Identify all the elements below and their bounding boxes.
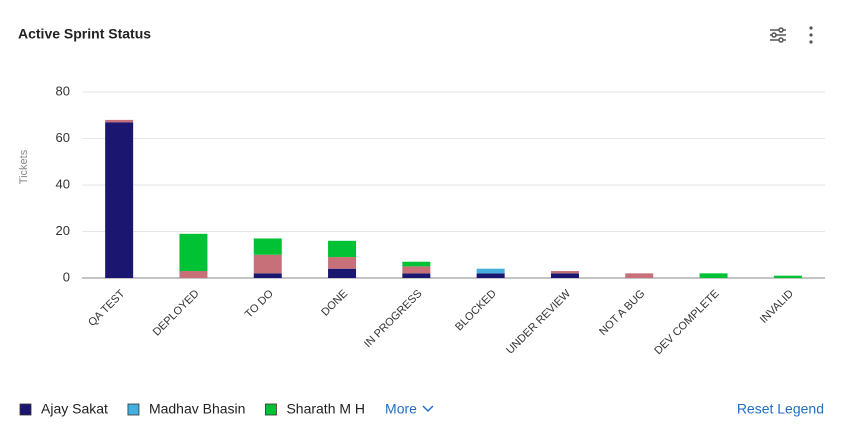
- legend-swatch[interactable]: [127, 403, 140, 416]
- y-tick-label: 80: [56, 83, 70, 98]
- bar-segment: [179, 233, 208, 272]
- filter-icon[interactable]: [770, 27, 786, 43]
- y-axis-label: Tickets: [18, 149, 30, 184]
- x-tick-label: DONE: [319, 288, 350, 319]
- x-tick-label: TO DO: [243, 287, 276, 320]
- menu-icon[interactable]: [809, 26, 813, 44]
- bar-segment: [105, 122, 134, 278]
- legend-more[interactable]: More: [385, 401, 417, 417]
- legend-swatch[interactable]: [19, 403, 32, 416]
- y-tick-label: 20: [56, 223, 70, 238]
- x-tick-label: QA TEST: [86, 287, 127, 328]
- bar-segment: [550, 271, 579, 274]
- x-tick-label: BLOCKED: [453, 288, 499, 334]
- bar-segment: [328, 257, 357, 269]
- bar-segment: [328, 240, 357, 258]
- chart-title: Active Sprint Status: [18, 26, 151, 42]
- x-tick-label: IN PROGRESS: [362, 288, 425, 351]
- reset-legend[interactable]: Reset Legend: [737, 401, 824, 417]
- bar-segment: [699, 273, 728, 278]
- y-tick-label: 40: [56, 176, 70, 191]
- legend-label[interactable]: Madhav Bhasin: [149, 401, 246, 417]
- x-tick-label: UNDER REVIEW: [504, 287, 573, 356]
- legend-label[interactable]: Ajay Sakat: [41, 401, 108, 417]
- bar-segment: [105, 119, 134, 123]
- bar-segment: [402, 261, 431, 267]
- bar-segment: [402, 273, 431, 278]
- bar-segment: [328, 268, 357, 278]
- bar-segment: [476, 268, 505, 274]
- bar-segment: [253, 273, 282, 278]
- bar-segment: [550, 273, 579, 278]
- bar-segment: [773, 275, 802, 278]
- x-tick-label: DEPLOYED: [151, 288, 202, 339]
- bar-segment: [179, 271, 208, 278]
- bar-segment: [253, 254, 282, 274]
- chevron-icon: [422, 405, 434, 413]
- y-tick-label: 0: [63, 269, 70, 284]
- y-tick-label: 60: [56, 130, 70, 145]
- bar-segment: [476, 273, 505, 278]
- bar-segment: [402, 266, 431, 274]
- x-tick-label: INVALID: [758, 288, 796, 326]
- bar-segment: [253, 238, 282, 255]
- legend-label[interactable]: Sharath M H: [286, 401, 365, 417]
- x-tick-label: NOT A BUG: [597, 288, 647, 338]
- x-tick-label: DEV COMPLETE: [652, 288, 721, 357]
- bar-segment: [625, 273, 654, 278]
- legend-swatch[interactable]: [265, 403, 277, 416]
